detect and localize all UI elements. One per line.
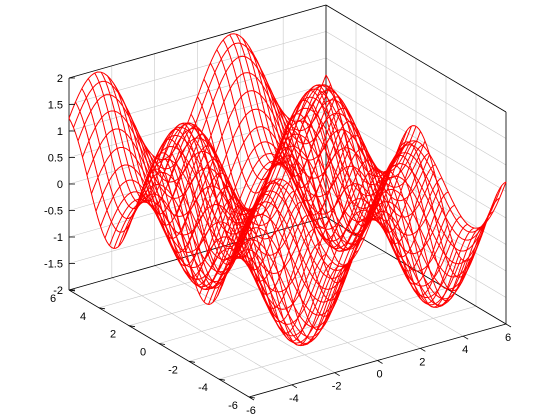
- x-tick-mark: [505, 323, 512, 328]
- z-tick-label: -1: [53, 232, 63, 244]
- y-tick-label: -2: [168, 364, 178, 376]
- floor-grid-line: [218, 305, 477, 380]
- y-tick-mark: [188, 360, 196, 363]
- y-tick-label: -4: [198, 382, 208, 394]
- mesh-line-const-y: [77, 55, 336, 183]
- x-tick-mark: [377, 360, 383, 364]
- wall-grid-line: [68, 110, 327, 185]
- mesh-line-const-y: [73, 42, 331, 170]
- z-axis-ticks: -2 -1.5 -1 -0.5 0 0.5 1 1.5 2: [44, 73, 75, 297]
- x-tick-mark: [462, 335, 469, 340]
- z-tick-label: -2: [53, 285, 63, 297]
- z-tick-label: 0: [57, 179, 63, 191]
- x-tick-mark: [334, 372, 340, 377]
- wall-grid-line: [68, 190, 327, 264]
- z-tick-label: -1.5: [44, 259, 63, 271]
- wall-grid-line: [325, 31, 507, 139]
- mesh-line-const-y: [86, 90, 345, 217]
- z-tick-label: 2: [57, 73, 63, 85]
- box-edge: [325, 4, 507, 113]
- x-axis-ticks: -6 -4 -2 0 2 4 6: [246, 323, 512, 417]
- mesh-line-const-y: [208, 219, 466, 347]
- x-tick-label: -4: [289, 393, 299, 405]
- x-tick-mark: [420, 347, 426, 352]
- mesh-line-const-y: [194, 198, 453, 325]
- x-tick-label: 2: [419, 356, 425, 368]
- mesh-line-const-y: [181, 147, 439, 275]
- mesh-line-const-y: [185, 165, 444, 293]
- x-tick-label: 6: [505, 332, 511, 344]
- y-tick-label: 2: [110, 329, 116, 341]
- mesh-line-const-y: [221, 201, 480, 328]
- wall-grid-line: [68, 84, 327, 158]
- floor-grid-line: [158, 270, 417, 344]
- z-tick-label: 1: [57, 126, 63, 138]
- mesh-line-const-y: [95, 126, 354, 253]
- mesh-line-const-y: [113, 163, 372, 291]
- mesh-line-const-y: [122, 155, 381, 283]
- mesh-line-const-y: [217, 210, 475, 338]
- y-tick-label: 0: [140, 347, 146, 359]
- z-tick-label: 1.5: [48, 100, 63, 112]
- mesh-line-const-y: [68, 33, 327, 161]
- mesh-line-const-y: [172, 112, 430, 240]
- y-axis-ticks: -6 -4 -2 0 2 4 6: [50, 289, 256, 412]
- z-tick-label: 0.5: [48, 153, 63, 165]
- mesh-line-const-y: [127, 145, 385, 273]
- wall-grid-line: [325, 84, 507, 192]
- wall-grid-line: [68, 57, 327, 132]
- x-tick-label: -2: [332, 381, 342, 393]
- surface-mesh: [68, 33, 507, 347]
- y-tick-mark: [98, 307, 106, 310]
- mesh-line-const-y: [154, 84, 412, 212]
- mesh-line-const-y: [91, 108, 349, 236]
- y-tick-label: 4: [80, 311, 86, 323]
- mesh-line-const-y: [190, 183, 448, 310]
- x-tick-mark: [291, 384, 298, 389]
- x-tick-label: 0: [376, 369, 382, 381]
- y-tick-mark: [218, 378, 226, 381]
- floor-grid-line: [188, 288, 447, 362]
- mesh-line-const-y: [199, 209, 457, 337]
- mesh-line-const-y: [100, 141, 358, 269]
- y-tick-mark: [128, 325, 136, 328]
- x-tick-label: 4: [462, 344, 468, 356]
- mesh-line-const-y: [82, 72, 340, 199]
- mesh-line-const-y: [104, 153, 363, 280]
- box-edge: [325, 216, 507, 325]
- wall-grid-line: [325, 190, 507, 298]
- wall-grid-line: [68, 31, 327, 105]
- y-tick-label: -6: [228, 400, 238, 412]
- wall-grid-line: [325, 57, 507, 166]
- y-tick-mark: [158, 343, 166, 345]
- mesh-line-const-y: [212, 217, 471, 345]
- y-tick-label: 6: [50, 293, 56, 305]
- x-tick-label: -6: [246, 405, 256, 417]
- box-edge: [68, 4, 327, 79]
- z-tick-label: -0.5: [44, 206, 63, 218]
- y-tick-mark: [248, 396, 256, 399]
